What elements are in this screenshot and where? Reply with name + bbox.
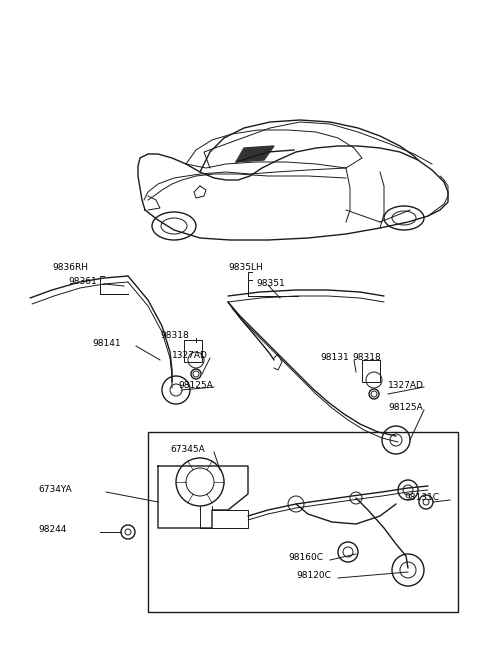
Polygon shape	[236, 146, 274, 162]
Text: 98318: 98318	[352, 354, 381, 363]
Text: 1327AD: 1327AD	[172, 352, 208, 361]
Text: 98131C: 98131C	[404, 493, 439, 502]
Text: 9836RH: 9836RH	[52, 264, 88, 272]
Text: 98351: 98351	[256, 279, 285, 287]
Text: 98361: 98361	[68, 277, 97, 287]
Text: 98318: 98318	[160, 331, 189, 340]
Text: 98244: 98244	[38, 525, 66, 535]
Text: 98141: 98141	[92, 340, 120, 348]
Text: 98160C: 98160C	[288, 554, 323, 562]
Text: 98131: 98131	[320, 354, 349, 363]
Text: 98125A: 98125A	[178, 380, 213, 390]
Text: 6734YA: 6734YA	[38, 485, 72, 495]
Text: 98120C: 98120C	[296, 571, 331, 581]
Text: 98125A: 98125A	[388, 403, 423, 413]
Bar	[362, 360, 380, 382]
Text: 67345A: 67345A	[170, 445, 205, 455]
Text: 9835LH: 9835LH	[228, 264, 263, 272]
Bar	[184, 340, 202, 362]
Text: 1327AD: 1327AD	[388, 380, 424, 390]
Bar	[148, 432, 458, 612]
